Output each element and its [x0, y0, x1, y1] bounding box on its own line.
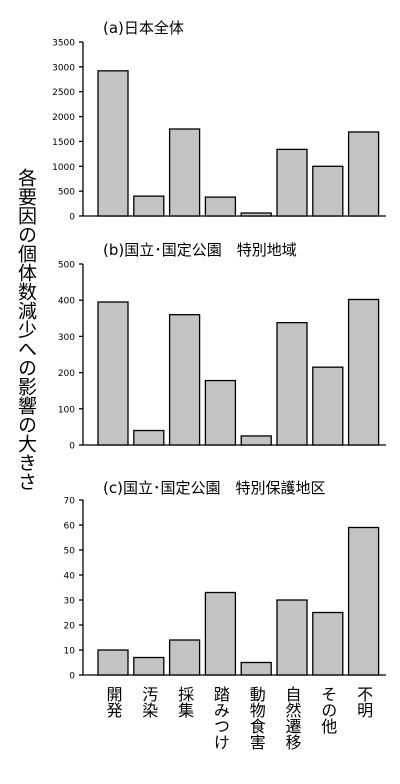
panel-a-title: (a)日本全体	[103, 19, 184, 37]
y-tick-label: 100	[58, 405, 75, 415]
category-label: その他	[318, 686, 337, 735]
panel-b-title: (b)国立･国定公園 特別地域	[103, 241, 297, 259]
y-tick-label: 3000	[52, 63, 75, 73]
y-tick-label: 300	[58, 333, 75, 343]
bar-a-5	[240, 212, 272, 217]
y-tick-label: 20	[64, 622, 76, 632]
y-tick-label: 400	[58, 297, 75, 307]
y-tick-label: 500	[58, 261, 75, 271]
y-tick-label: 0	[69, 672, 75, 682]
y-tick-label: 70	[64, 497, 76, 507]
y-tick-label: 1000	[52, 163, 75, 173]
category-labels: 開発 汚染 採集 踏みつけ 動物食害 自然遷移 その他 不明	[104, 686, 374, 750]
y-tick-label: 200	[58, 369, 75, 379]
category-label: 採集	[175, 686, 194, 718]
y-axis-label: 各要因の個体数減少への影響の大きさ	[15, 168, 37, 491]
bar-c-1	[97, 649, 129, 676]
bar-b-8	[347, 298, 380, 446]
y-tick-label: 10	[64, 647, 76, 657]
bar-b-6	[276, 321, 308, 446]
y-tick-label: 30	[64, 597, 76, 607]
y-tick-label: 2000	[52, 113, 75, 123]
bar-c-8	[347, 526, 380, 676]
y-tick-label: 50	[64, 547, 76, 557]
category-label: 開発	[104, 686, 123, 719]
category-label: 踏みつけ	[211, 686, 230, 750]
bar-a-4	[204, 196, 237, 217]
panel-c: (c)国立･国定公園 特別保護地区 0 10 20 30 40 50 60 70	[64, 479, 386, 682]
y-tick-label: 40	[64, 572, 76, 582]
y-tick-label: 1500	[52, 138, 75, 148]
bar-c-7	[312, 611, 344, 676]
bar-c-2	[133, 656, 165, 676]
category-label: 不明	[354, 686, 373, 719]
bar-b-5	[240, 435, 272, 446]
y-tick-label: 3500	[52, 39, 75, 49]
y-tick-label: 2500	[52, 88, 75, 98]
y-tick-label: 500	[58, 188, 75, 198]
bar-c-4	[204, 591, 237, 676]
bar-c-6	[276, 599, 308, 676]
bar-a-2	[133, 195, 165, 217]
bar-b-7	[312, 366, 344, 446]
bar-c-3	[168, 639, 201, 676]
bar-a-6	[276, 148, 308, 217]
y-tick-label: 0	[69, 213, 75, 223]
bar-b-2	[133, 429, 165, 446]
y-tick-label: 60	[64, 522, 76, 532]
bar-b-1	[97, 301, 129, 446]
panel-a: (a)日本全体 0 500 1000 1500 2000 2500 3000 3500	[52, 19, 386, 223]
panel-b: (b)国立･国定公園 特別地域 0 100 200 300 400 500	[58, 241, 386, 452]
category-label: 汚染	[139, 686, 158, 718]
bar-a-1	[97, 70, 129, 217]
bar-b-3	[168, 314, 201, 446]
bar-c-5	[240, 661, 272, 676]
bar-a-8	[347, 131, 380, 217]
bar-a-7	[312, 165, 344, 217]
category-label: 動物食害	[247, 686, 266, 750]
panel-c-title: (c)国立･国定公園 特別保護地区	[103, 479, 325, 497]
y-tick-label: 0	[69, 442, 75, 452]
bar-b-4	[204, 379, 237, 446]
category-label: 自然遷移	[283, 686, 302, 750]
bar-a-3	[168, 128, 201, 217]
